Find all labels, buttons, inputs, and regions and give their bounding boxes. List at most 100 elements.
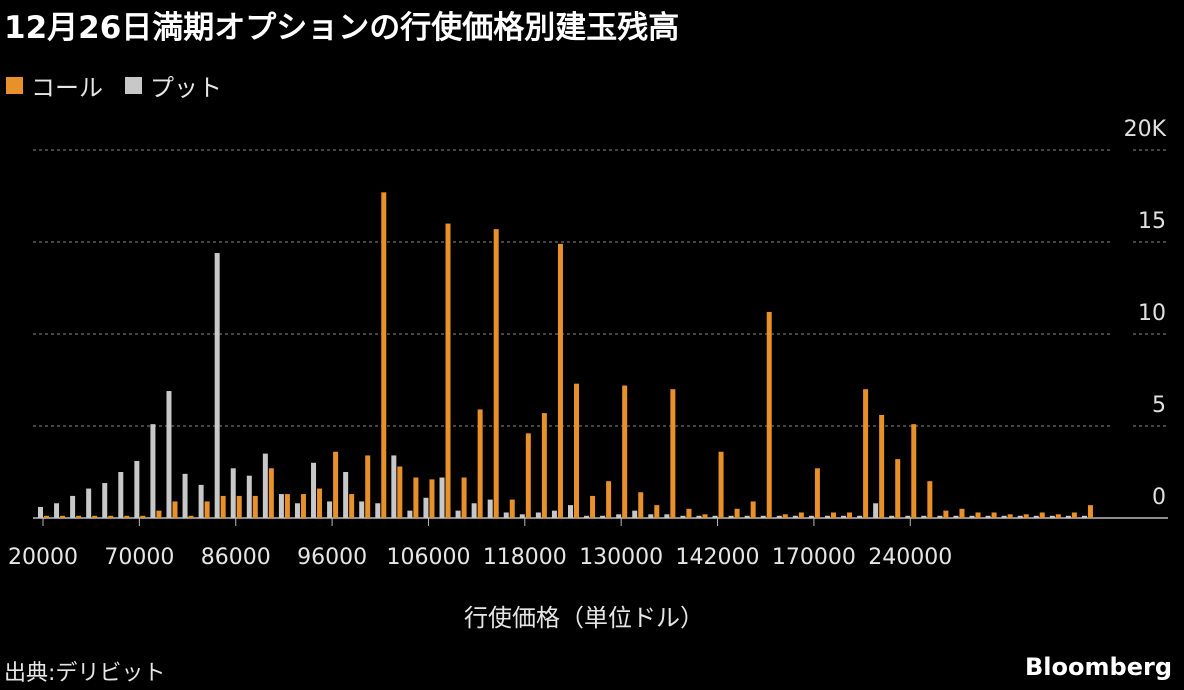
bar-call — [413, 477, 419, 518]
bar-call — [557, 243, 563, 518]
bar-call — [574, 383, 579, 518]
bar-put — [584, 515, 590, 518]
bar-call — [830, 512, 836, 518]
legend-item-call: コール — [6, 68, 103, 103]
bar-call — [300, 494, 306, 518]
bar-put — [471, 503, 477, 518]
bar-put — [535, 512, 541, 518]
bar-put — [182, 473, 188, 518]
bar-put — [1081, 515, 1087, 518]
bar-call — [734, 508, 740, 518]
bar-call — [879, 414, 885, 518]
bar-put — [38, 506, 43, 518]
bar-put — [712, 515, 718, 518]
bar-put — [953, 515, 959, 518]
bar-put — [792, 515, 798, 518]
bar-put — [439, 477, 445, 518]
bar-call — [991, 512, 997, 518]
x-tick-label: 106000 — [386, 545, 470, 570]
bar-put — [616, 514, 622, 518]
bar-call — [220, 495, 226, 518]
bar-put — [776, 515, 782, 518]
bar-put — [150, 424, 156, 518]
bar-put — [1065, 515, 1071, 518]
bar-put — [889, 515, 895, 518]
bar-call — [1071, 512, 1077, 518]
bar-call — [509, 499, 515, 518]
bar-put — [551, 510, 557, 518]
x-tick-label: 86000 — [201, 545, 271, 570]
chart-title: 12月26日満期オプションの行使価格別建玉残高 — [4, 10, 680, 46]
bar-put — [1049, 515, 1055, 518]
bar-call — [172, 501, 178, 518]
bar-call — [670, 389, 676, 518]
bar-put — [969, 515, 975, 518]
bar-call — [959, 508, 965, 518]
bar-call — [654, 505, 660, 518]
bar-put — [921, 515, 927, 518]
bar-call — [333, 451, 339, 518]
bar-call — [365, 455, 371, 518]
bar-put — [359, 501, 365, 518]
bar-put — [343, 472, 349, 518]
bar-call — [284, 494, 290, 518]
bar-call — [1007, 514, 1013, 518]
bar-call — [317, 488, 323, 518]
bar-put — [1017, 515, 1023, 518]
bar-put — [905, 515, 911, 518]
legend-item-put: プット — [125, 68, 222, 103]
y-tick-label: 20K — [1124, 117, 1167, 142]
bar-call — [1039, 512, 1045, 518]
bar-put — [423, 497, 429, 518]
bar-put — [311, 462, 317, 518]
x-tick-label: 20000 — [8, 545, 78, 570]
bar-call — [156, 510, 162, 518]
bar-put — [487, 499, 493, 518]
bar-put — [857, 515, 863, 518]
bar-call — [124, 515, 130, 518]
bar-call — [975, 512, 981, 518]
bar-put — [808, 515, 814, 518]
bar-call — [798, 512, 804, 518]
bar-put — [294, 503, 300, 518]
bar-put — [1033, 515, 1039, 518]
bar-put — [278, 494, 284, 518]
bar-call — [606, 481, 612, 518]
bar-call — [702, 514, 708, 518]
bar-put — [696, 515, 702, 518]
bar-call — [814, 468, 820, 518]
bar-put — [391, 455, 397, 518]
bar-put — [728, 515, 734, 518]
bar-call — [44, 515, 49, 518]
bar-call — [477, 409, 483, 518]
bar-put — [841, 515, 847, 518]
bar-call — [397, 466, 403, 518]
y-tick-label: 15 — [1138, 209, 1166, 234]
y-tick-label: 10 — [1138, 301, 1166, 326]
bar-call — [847, 512, 853, 518]
bar-call — [76, 515, 82, 518]
bar-call — [236, 495, 242, 518]
x-tick-label: 170000 — [772, 545, 856, 570]
bar-call — [204, 501, 210, 518]
bar-call — [718, 451, 724, 518]
bar-call — [1055, 514, 1061, 518]
x-axis-title: 行使価格（単位ドル） — [464, 604, 704, 632]
bar-put — [375, 503, 381, 518]
y-tick-label: 5 — [1152, 393, 1166, 418]
bar-put — [327, 501, 333, 518]
bar-put — [873, 503, 879, 518]
bar-put — [118, 472, 124, 518]
bar-put — [407, 510, 413, 518]
source-note: 出典:デリビット — [4, 661, 166, 686]
bar-call — [140, 515, 146, 518]
bar-call — [429, 479, 435, 518]
x-tick-label: 70000 — [104, 545, 174, 570]
chart-legend: コール プット — [6, 68, 244, 103]
bar-put — [230, 468, 236, 518]
bar-put — [632, 510, 638, 518]
bar-call — [188, 515, 194, 518]
y-tick-label: 0 — [1152, 485, 1166, 510]
bar-call — [461, 477, 467, 518]
